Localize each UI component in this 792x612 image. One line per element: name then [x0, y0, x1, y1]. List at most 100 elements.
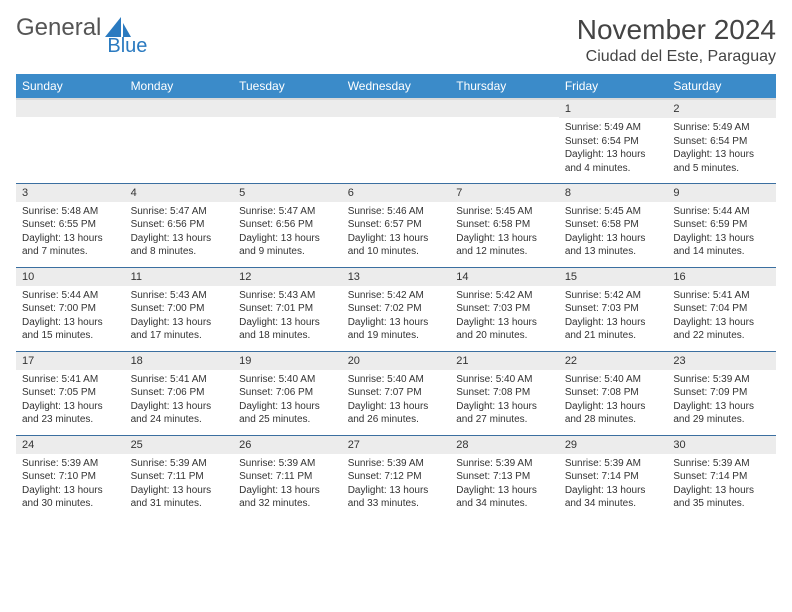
day-details: Sunrise: 5:39 AMSunset: 7:14 PMDaylight:… — [667, 454, 776, 515]
day-number: 26 — [233, 436, 342, 454]
day-details: Sunrise: 5:42 AMSunset: 7:03 PMDaylight:… — [559, 286, 668, 347]
day-number: 24 — [16, 436, 125, 454]
calendar-day: 1Sunrise: 5:49 AMSunset: 6:54 PMDaylight… — [559, 99, 668, 183]
calendar-day: 22Sunrise: 5:40 AMSunset: 7:08 PMDayligh… — [559, 351, 668, 435]
day-details: Sunrise: 5:42 AMSunset: 7:02 PMDaylight:… — [342, 286, 451, 347]
day-details: Sunrise: 5:49 AMSunset: 6:54 PMDaylight:… — [667, 118, 776, 179]
calendar-day: 25Sunrise: 5:39 AMSunset: 7:11 PMDayligh… — [125, 435, 234, 519]
calendar-page: General Blue November 2024 Ciudad del Es… — [0, 0, 792, 533]
day-details: Sunrise: 5:40 AMSunset: 7:07 PMDaylight:… — [342, 370, 451, 431]
day-details: Sunrise: 5:39 AMSunset: 7:11 PMDaylight:… — [125, 454, 234, 515]
calendar-day: 3Sunrise: 5:48 AMSunset: 6:55 PMDaylight… — [16, 183, 125, 267]
month-title: November 2024 — [577, 14, 776, 46]
day-number: 30 — [667, 436, 776, 454]
day-number: 13 — [342, 268, 451, 286]
day-number: 15 — [559, 268, 668, 286]
calendar-day: 30Sunrise: 5:39 AMSunset: 7:14 PMDayligh… — [667, 435, 776, 519]
calendar-day: 27Sunrise: 5:39 AMSunset: 7:12 PMDayligh… — [342, 435, 451, 519]
calendar-day: 24Sunrise: 5:39 AMSunset: 7:10 PMDayligh… — [16, 435, 125, 519]
day-number: 25 — [125, 436, 234, 454]
day-number — [342, 100, 451, 117]
day-number: 23 — [667, 352, 776, 370]
day-details: Sunrise: 5:42 AMSunset: 7:03 PMDaylight:… — [450, 286, 559, 347]
weekday-header: Wednesday — [342, 74, 451, 99]
day-number: 5 — [233, 184, 342, 202]
calendar-day: 26Sunrise: 5:39 AMSunset: 7:11 PMDayligh… — [233, 435, 342, 519]
calendar-day: 8Sunrise: 5:45 AMSunset: 6:58 PMDaylight… — [559, 183, 668, 267]
brand-logo: General Blue — [16, 14, 147, 42]
day-details: Sunrise: 5:39 AMSunset: 7:10 PMDaylight:… — [16, 454, 125, 515]
day-number: 29 — [559, 436, 668, 454]
calendar-week: 10Sunrise: 5:44 AMSunset: 7:00 PMDayligh… — [16, 267, 776, 351]
day-details: Sunrise: 5:48 AMSunset: 6:55 PMDaylight:… — [16, 202, 125, 263]
day-number: 7 — [450, 184, 559, 202]
day-number — [125, 100, 234, 117]
day-number: 17 — [16, 352, 125, 370]
day-details: Sunrise: 5:41 AMSunset: 7:05 PMDaylight:… — [16, 370, 125, 431]
calendar-day: 4Sunrise: 5:47 AMSunset: 6:56 PMDaylight… — [125, 183, 234, 267]
day-number: 18 — [125, 352, 234, 370]
weekday-header: Thursday — [450, 74, 559, 99]
calendar-day: 28Sunrise: 5:39 AMSunset: 7:13 PMDayligh… — [450, 435, 559, 519]
calendar-day: 14Sunrise: 5:42 AMSunset: 7:03 PMDayligh… — [450, 267, 559, 351]
calendar-day: 12Sunrise: 5:43 AMSunset: 7:01 PMDayligh… — [233, 267, 342, 351]
day-details: Sunrise: 5:49 AMSunset: 6:54 PMDaylight:… — [559, 118, 668, 179]
calendar-day: 9Sunrise: 5:44 AMSunset: 6:59 PMDaylight… — [667, 183, 776, 267]
calendar-week: 1Sunrise: 5:49 AMSunset: 6:54 PMDaylight… — [16, 99, 776, 183]
day-details: Sunrise: 5:47 AMSunset: 6:56 PMDaylight:… — [233, 202, 342, 263]
day-details: Sunrise: 5:46 AMSunset: 6:57 PMDaylight:… — [342, 202, 451, 263]
day-number — [16, 100, 125, 117]
day-details: Sunrise: 5:40 AMSunset: 7:08 PMDaylight:… — [559, 370, 668, 431]
day-number: 14 — [450, 268, 559, 286]
location: Ciudad del Este, Paraguay — [577, 48, 776, 66]
calendar-day: 29Sunrise: 5:39 AMSunset: 7:14 PMDayligh… — [559, 435, 668, 519]
title-block: November 2024 Ciudad del Este, Paraguay — [577, 14, 776, 66]
weekday-header: Tuesday — [233, 74, 342, 99]
day-details: Sunrise: 5:44 AMSunset: 7:00 PMDaylight:… — [16, 286, 125, 347]
calendar-day: 15Sunrise: 5:42 AMSunset: 7:03 PMDayligh… — [559, 267, 668, 351]
weekday-header: Sunday — [16, 74, 125, 99]
calendar-day: 5Sunrise: 5:47 AMSunset: 6:56 PMDaylight… — [233, 183, 342, 267]
day-number: 22 — [559, 352, 668, 370]
calendar-body: 1Sunrise: 5:49 AMSunset: 6:54 PMDaylight… — [16, 99, 776, 519]
day-details: Sunrise: 5:45 AMSunset: 6:58 PMDaylight:… — [450, 202, 559, 263]
calendar-day: 23Sunrise: 5:39 AMSunset: 7:09 PMDayligh… — [667, 351, 776, 435]
day-details: Sunrise: 5:39 AMSunset: 7:12 PMDaylight:… — [342, 454, 451, 515]
day-details: Sunrise: 5:47 AMSunset: 6:56 PMDaylight:… — [125, 202, 234, 263]
day-number — [450, 100, 559, 117]
day-number: 3 — [16, 184, 125, 202]
day-number: 9 — [667, 184, 776, 202]
calendar-day: 7Sunrise: 5:45 AMSunset: 6:58 PMDaylight… — [450, 183, 559, 267]
day-number: 4 — [125, 184, 234, 202]
header: General Blue November 2024 Ciudad del Es… — [16, 14, 776, 66]
calendar-day — [342, 99, 451, 183]
calendar-day — [233, 99, 342, 183]
calendar-day: 10Sunrise: 5:44 AMSunset: 7:00 PMDayligh… — [16, 267, 125, 351]
calendar-day: 20Sunrise: 5:40 AMSunset: 7:07 PMDayligh… — [342, 351, 451, 435]
day-number: 20 — [342, 352, 451, 370]
calendar-week: 24Sunrise: 5:39 AMSunset: 7:10 PMDayligh… — [16, 435, 776, 519]
weekday-header: Saturday — [667, 74, 776, 99]
calendar-day: 16Sunrise: 5:41 AMSunset: 7:04 PMDayligh… — [667, 267, 776, 351]
calendar-day: 13Sunrise: 5:42 AMSunset: 7:02 PMDayligh… — [342, 267, 451, 351]
day-details: Sunrise: 5:43 AMSunset: 7:00 PMDaylight:… — [125, 286, 234, 347]
day-details: Sunrise: 5:39 AMSunset: 7:13 PMDaylight:… — [450, 454, 559, 515]
day-number: 1 — [559, 100, 668, 118]
calendar-day: 21Sunrise: 5:40 AMSunset: 7:08 PMDayligh… — [450, 351, 559, 435]
day-number: 16 — [667, 268, 776, 286]
brand-part1: General — [16, 14, 101, 42]
day-details: Sunrise: 5:41 AMSunset: 7:06 PMDaylight:… — [125, 370, 234, 431]
day-number: 10 — [16, 268, 125, 286]
day-details: Sunrise: 5:39 AMSunset: 7:09 PMDaylight:… — [667, 370, 776, 431]
calendar-week: 3Sunrise: 5:48 AMSunset: 6:55 PMDaylight… — [16, 183, 776, 267]
day-number: 6 — [342, 184, 451, 202]
weekday-row: SundayMondayTuesdayWednesdayThursdayFrid… — [16, 74, 776, 99]
day-number: 27 — [342, 436, 451, 454]
calendar-day — [16, 99, 125, 183]
day-details: Sunrise: 5:43 AMSunset: 7:01 PMDaylight:… — [233, 286, 342, 347]
day-number: 2 — [667, 100, 776, 118]
day-details: Sunrise: 5:39 AMSunset: 7:11 PMDaylight:… — [233, 454, 342, 515]
calendar-day: 19Sunrise: 5:40 AMSunset: 7:06 PMDayligh… — [233, 351, 342, 435]
calendar-day — [450, 99, 559, 183]
calendar-day: 17Sunrise: 5:41 AMSunset: 7:05 PMDayligh… — [16, 351, 125, 435]
